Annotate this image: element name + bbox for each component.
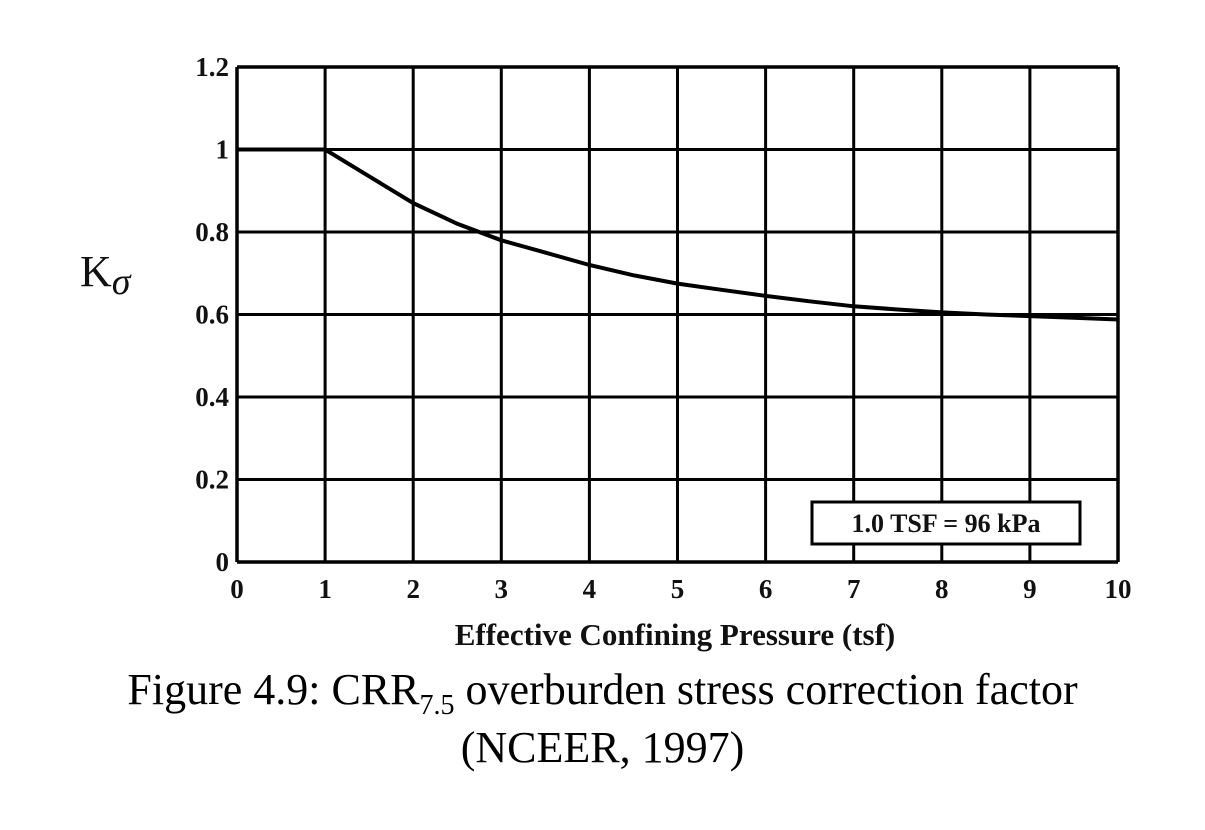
grid bbox=[235, 65, 1120, 564]
y-tick-label: 0.8 bbox=[195, 217, 229, 247]
y-tick-label: 0.6 bbox=[195, 300, 229, 330]
x-tick-label: 6 bbox=[759, 574, 773, 604]
y-tick-label: 0.2 bbox=[195, 465, 229, 495]
y-tick-label: 1.2 bbox=[195, 52, 229, 82]
x-tick-label: 0 bbox=[230, 574, 244, 604]
y-tick-label: 0 bbox=[216, 547, 230, 577]
annotation-box: 1.0 TSF = 96 kPa bbox=[810, 500, 1082, 546]
x-tick-label: 1 bbox=[318, 574, 332, 604]
x-tick-label: 7 bbox=[847, 574, 861, 604]
figure-caption: Figure 4.9: CRR7.5 overburden stress cor… bbox=[127, 665, 1078, 721]
x-tick-label: 9 bbox=[1023, 574, 1037, 604]
x-tick-label: 8 bbox=[935, 574, 949, 604]
x-tick-labels: 0 1 2 3 4 5 6 7 8 9 10 bbox=[230, 574, 1131, 604]
x-tick-label: 10 bbox=[1105, 574, 1132, 604]
y-axis-label: Kσ bbox=[80, 247, 132, 303]
x-tick-label: 2 bbox=[406, 574, 420, 604]
figure-caption-source: (NCEER, 1997) bbox=[460, 723, 745, 772]
series-line bbox=[237, 147, 1119, 322]
x-tick-label: 3 bbox=[495, 574, 509, 604]
y-tick-labels: 0 0.2 0.4 0.6 0.8 1 1.2 bbox=[195, 52, 229, 577]
x-tick-label: 4 bbox=[583, 574, 597, 604]
annotation-text: 1.0 TSF = 96 kPa bbox=[852, 509, 1041, 538]
y-tick-label: 0.4 bbox=[195, 382, 229, 412]
x-axis-label: Effective Confining Pressure (tsf) bbox=[455, 617, 896, 652]
chart: 0 1 2 3 4 5 6 7 8 9 10 0 0.2 0.4 0.6 0.8 1 1.2 1.0 TSF =… bbox=[80, 52, 1132, 652]
x-tick-label: 5 bbox=[671, 574, 685, 604]
y-tick-label: 1 bbox=[216, 135, 230, 165]
